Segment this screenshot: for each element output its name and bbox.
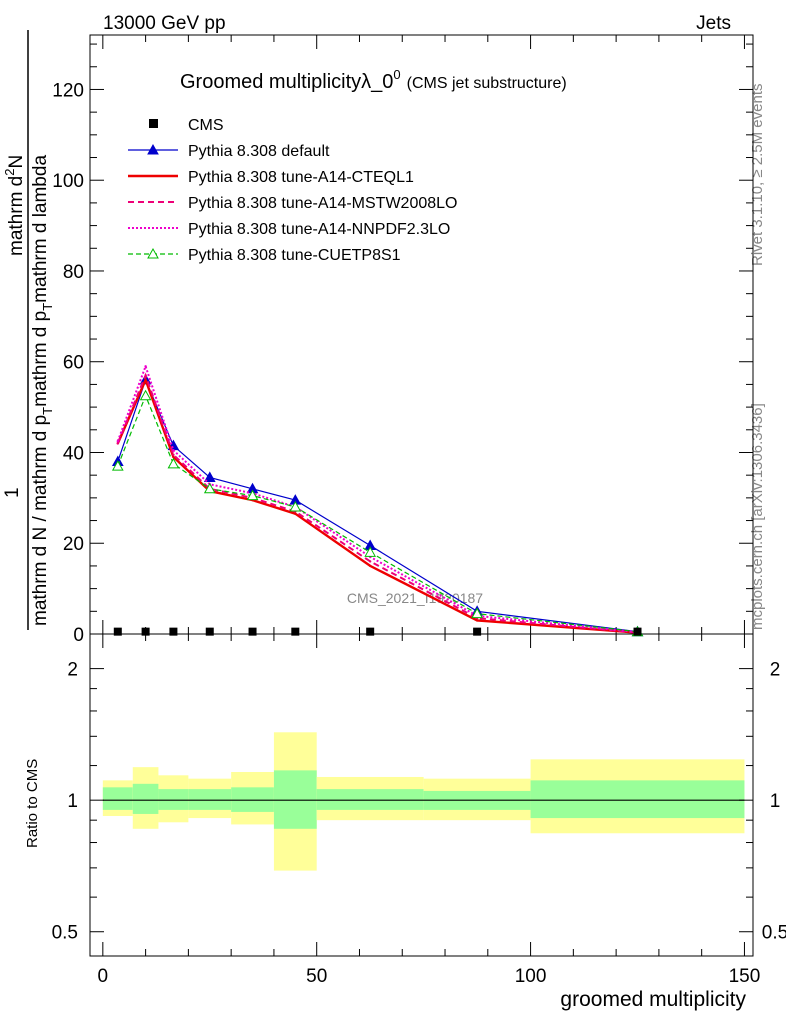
legend-label: Pythia 8.308 tune-CUETP8S1 xyxy=(188,247,401,264)
ratio-stat-band xyxy=(530,780,745,819)
series-point xyxy=(116,442,120,445)
legend-label: Pythia 8.308 default xyxy=(188,143,330,160)
series-point xyxy=(144,374,147,377)
data-point xyxy=(248,627,257,636)
x-tick-label: 150 xyxy=(729,966,761,987)
series-point xyxy=(368,564,372,568)
data-point xyxy=(473,627,482,636)
ratio-tick-label-right: 1 xyxy=(770,791,781,812)
y-label-numerator: mathrm d2N xyxy=(2,155,27,256)
data-point xyxy=(205,627,214,636)
data-point xyxy=(366,627,375,636)
x-axis-label: groomed multiplicity xyxy=(560,988,746,1011)
legend-label: CMS xyxy=(188,117,224,134)
y-label-fraction-one: 1 xyxy=(2,487,23,498)
ratio-stat-band xyxy=(158,789,189,810)
main-axes-ticks: 0 20 40 60 80 100 120 xyxy=(52,35,753,646)
ratio-bands xyxy=(102,732,745,871)
series-marker xyxy=(203,471,216,482)
y-tick-label: 40 xyxy=(63,443,84,464)
legend-marker xyxy=(147,247,159,259)
legend-label: Pythia 8.308 tune-A14-CTEQL1 xyxy=(188,169,414,186)
data-point xyxy=(141,627,150,636)
legend: CMS Pythia 8.308 default Pythia 8.308 tune… xyxy=(128,117,457,264)
ratio-tick-label: 1 xyxy=(67,791,78,812)
data-point xyxy=(169,627,178,636)
series-marker xyxy=(139,389,152,401)
series-point xyxy=(116,439,120,443)
ratio-axes-ticks: 0.5 0.5 1 1 2 2 0 50 100 150 xyxy=(52,634,786,987)
x-tick-label: 50 xyxy=(306,966,327,987)
ratio-tick-label-right: 0.5 xyxy=(762,923,786,944)
ratio-tick-label-right: 2 xyxy=(770,660,781,681)
data-point xyxy=(113,627,122,636)
series-point xyxy=(368,560,372,563)
series-point xyxy=(144,365,147,368)
ratio-tick-label: 2 xyxy=(67,660,78,681)
series-point xyxy=(144,378,147,382)
series-point xyxy=(475,619,479,622)
series-marker xyxy=(289,500,302,512)
series-layer xyxy=(111,363,644,637)
x-tick-label: 0 xyxy=(98,966,109,987)
series-marker xyxy=(364,546,377,557)
side-label-bottom: mcplots.cern.ch [arXiv:1306.3436] xyxy=(749,403,766,630)
y-tick-label: 20 xyxy=(63,534,84,555)
x-tick-label: 100 xyxy=(515,966,547,987)
y-tick-label: 0 xyxy=(73,625,84,646)
y-tick-label: 80 xyxy=(63,262,84,283)
series-marker xyxy=(111,460,124,471)
category-label: Jets xyxy=(696,13,731,34)
ratio-stat-band xyxy=(188,789,232,810)
data-points xyxy=(113,627,642,636)
legend-marker xyxy=(149,119,158,128)
legend-marker xyxy=(147,143,159,155)
series-point xyxy=(172,453,175,456)
y-tick-label: 120 xyxy=(52,80,84,101)
series-point xyxy=(172,449,175,452)
watermark: CMS_2021_I1920187 xyxy=(347,590,483,606)
y-axis-label: 1 mathrm d2N mathrm d N / mathrm d pTmat… xyxy=(2,30,55,630)
series-marker xyxy=(167,457,180,469)
series-marker xyxy=(246,489,259,501)
legend-label: Pythia 8.308 tune-A14-MSTW2008LO xyxy=(188,195,457,212)
series-point xyxy=(172,455,175,459)
ratio-y-label: Ratio to CMS xyxy=(24,759,41,848)
data-point xyxy=(291,627,300,636)
y-label-denominator: mathrm d N / mathrm d pTmathrm d pTmathr… xyxy=(30,155,55,626)
ratio-stat-band xyxy=(132,783,159,814)
energy-label: 13000 GeV pp xyxy=(103,13,226,34)
series-marker xyxy=(471,607,483,619)
ratio-tick-label: 0.5 xyxy=(52,923,78,944)
plot-title: Groomed multiplicityλ_00(CMS jet substru… xyxy=(180,67,567,93)
data-point xyxy=(633,627,642,636)
y-tick-label: 60 xyxy=(63,353,84,374)
ratio-stat-band xyxy=(316,789,424,810)
side-label-top: Rivet 3.1.10, ≥ 2.5M events xyxy=(749,84,766,267)
series-point xyxy=(294,512,297,515)
series-marker xyxy=(203,482,216,494)
legend-label: Pythia 8.308 tune-A14-NNPDF2.3LO xyxy=(188,221,450,238)
y-tick-label: 100 xyxy=(52,171,84,192)
ratio-stat-band xyxy=(102,787,133,810)
ratio-plot-frame xyxy=(89,633,754,957)
